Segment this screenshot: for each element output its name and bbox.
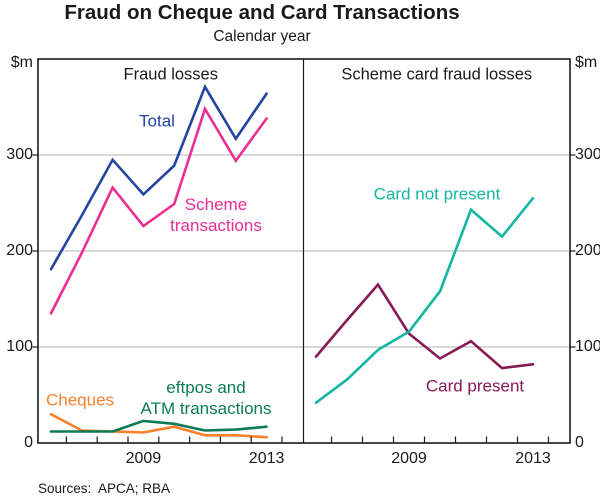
x-axis-tick-label: 2009 [125, 450, 162, 467]
y-axis-unit-left: $m [10, 54, 33, 71]
y-axis-tick-label-right: 300 [575, 146, 600, 163]
series-label-card-present: Card present [425, 376, 525, 396]
y-axis-unit-right: $m [575, 54, 598, 71]
sources-note: Sources: APCA; RBA [38, 481, 171, 496]
series-line-total [49, 83, 268, 271]
series-label-scheme-transactions: Scheme transactions [170, 194, 262, 235]
series-line-eftpos-and-atm-transactions [49, 419, 268, 433]
series-label-cheques: Cheques [45, 390, 115, 410]
y-axis-tick-label-left: 300 [6, 146, 33, 163]
panel-title-fraud-losses: Fraud losses [123, 65, 218, 84]
page-title: Fraud on Cheque and Card Transactions [64, 1, 460, 24]
y-axis-tick-label-right: 100 [575, 338, 600, 355]
y-axis-tick-label-left: 100 [6, 338, 33, 355]
x-axis-tick-label: 2013 [248, 450, 285, 467]
x-axis-tick-label: 2009 [391, 450, 427, 467]
series-label-total: Total [139, 111, 175, 131]
y-axis-tick-label-right: 0 [575, 434, 584, 451]
series-line-scheme-transactions [49, 105, 268, 315]
series-line-card-not-present [314, 196, 535, 405]
panel-title-scheme-card-fraud-losses: Scheme card fraud losses [341, 65, 533, 84]
series-label-card-not-present: Card not present [373, 184, 501, 204]
y-axis-tick-label-left: 0 [24, 434, 33, 451]
page-subtitle: Calendar year [213, 28, 311, 45]
x-axis-tick-label: 2013 [515, 450, 551, 467]
series-label-eftpos-and-atm-transactions: eftpos and ATM transactions [140, 377, 272, 418]
series-line-card-present [314, 282, 535, 370]
y-axis-tick-label-right: 200 [575, 242, 600, 259]
y-axis-tick-label-left: 200 [6, 242, 33, 259]
